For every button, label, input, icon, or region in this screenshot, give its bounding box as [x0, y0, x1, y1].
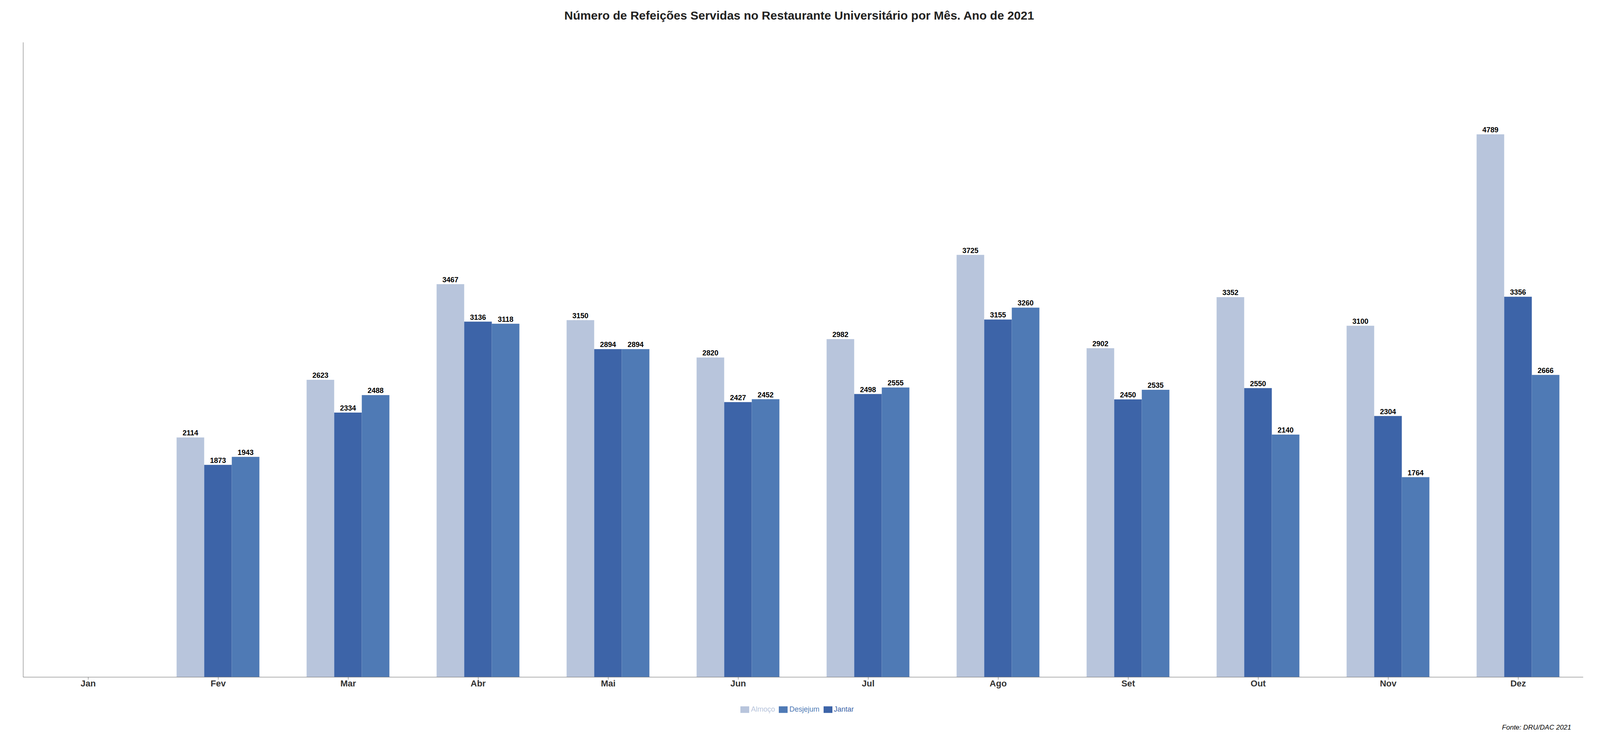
svg-text:3150: 3150	[572, 312, 589, 320]
svg-text:2535: 2535	[1147, 381, 1164, 390]
svg-text:Jan: Jan	[80, 678, 96, 689]
svg-text:2450: 2450	[1120, 391, 1136, 400]
html-text:Número de Refeições Servidas n: Número de Refeições Servidas no Restaura…	[564, 8, 1035, 22]
svg-text:2452: 2452	[757, 391, 774, 400]
svg-text:3725: 3725	[962, 246, 979, 255]
svg-text:Mai: Mai	[600, 678, 616, 689]
svg-text:2498: 2498	[860, 386, 876, 394]
svg-text:2555: 2555	[887, 379, 904, 388]
svg-text:3467: 3467	[442, 276, 459, 284]
svg-text:2902: 2902	[1092, 340, 1109, 348]
svg-text:2427: 2427	[730, 394, 746, 402]
svg-text:Jun: Jun	[730, 678, 746, 689]
svg-text:3118: 3118	[497, 315, 514, 324]
svg-text:Out: Out	[1250, 678, 1267, 689]
svg-text:2894: 2894	[627, 340, 644, 349]
svg-text:Dez: Dez	[1510, 678, 1526, 689]
svg-text:Fev: Fev	[210, 678, 227, 689]
svg-text:2894: 2894	[600, 340, 616, 349]
html-text:Almoço: Almoço	[751, 705, 775, 714]
svg-text:3352: 3352	[1222, 288, 1239, 297]
svg-text:2114: 2114	[182, 429, 198, 438]
html-text:Jantar: Jantar	[833, 705, 854, 714]
svg-text:1873: 1873	[210, 456, 226, 465]
svg-text:4789: 4789	[1482, 126, 1499, 134]
svg-text:Ago: Ago	[989, 678, 1007, 689]
svg-text:3155: 3155	[990, 311, 1006, 320]
svg-text:2140: 2140	[1277, 426, 1294, 435]
svg-text:2623: 2623	[312, 371, 329, 380]
svg-text:3260: 3260	[1017, 299, 1034, 308]
svg-text:2550: 2550	[1250, 380, 1266, 388]
svg-text:3356: 3356	[1510, 288, 1526, 297]
svg-text:3100: 3100	[1352, 317, 1369, 326]
svg-text:2334: 2334	[340, 404, 356, 413]
svg-text:Abr: Abr	[470, 678, 486, 689]
svg-text:1764: 1764	[1407, 469, 1424, 478]
svg-text:Jul: Jul	[862, 678, 875, 689]
svg-text:1943: 1943	[237, 448, 254, 457]
html-text:Desjejum: Desjejum	[789, 705, 820, 714]
svg-text:Mar: Mar	[340, 678, 357, 689]
svg-text:2304: 2304	[1380, 408, 1396, 416]
svg-text:Nov: Nov	[1380, 678, 1397, 689]
svg-text:Set: Set	[1121, 678, 1136, 689]
svg-text:2666: 2666	[1537, 366, 1554, 375]
svg-text:3136: 3136	[470, 313, 486, 322]
html-text:Fonte: DRU/DAC 2021: Fonte: DRU/DAC 2021	[1502, 724, 1572, 732]
svg-text:2982: 2982	[832, 330, 849, 339]
svg-text:2488: 2488	[367, 386, 384, 395]
svg-text:2820: 2820	[702, 349, 719, 358]
